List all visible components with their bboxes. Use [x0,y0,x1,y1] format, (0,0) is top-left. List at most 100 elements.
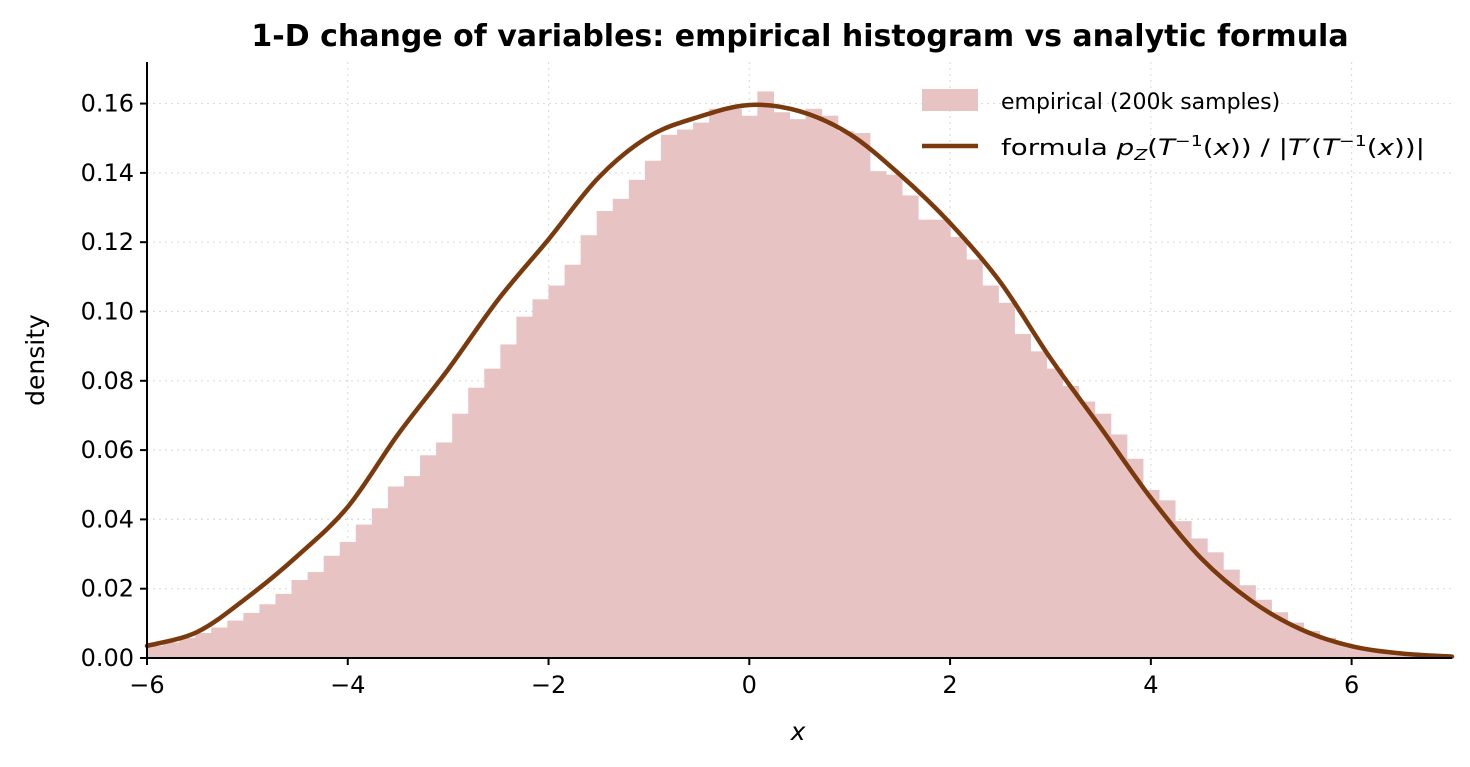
histogram-bar [1142,489,1160,658]
x-axis-ticks: −6 −4 −2 0 2 4 6 [129,658,1359,699]
histogram-bar [580,235,598,659]
histogram-bar [259,604,277,658]
histogram-bar [709,108,726,659]
x-tick-label: −4 [330,671,365,699]
histogram-bar [805,108,823,659]
histogram-bar [564,264,582,658]
histogram-bar [163,642,180,658]
histogram-bar [998,302,1015,658]
histogram-bar [741,115,758,659]
y-tick-label: 0.06 [81,436,134,464]
chart-title: 1-D change of variables: empirical histo… [251,19,1348,54]
histogram-bar [516,316,534,658]
histogram-bar [966,259,983,658]
histogram-bar [934,219,951,659]
histogram-bar [211,627,228,658]
histogram-bar [1174,521,1192,658]
histogram-bar [789,119,807,658]
histogram-bar [179,637,196,658]
histogram-bar [291,580,309,658]
histogram-bar [773,112,791,658]
histogram-bar [917,219,935,659]
formula-line [144,102,1455,659]
histogram-bar [644,160,662,659]
histogram-bar [1191,538,1208,658]
histogram-bar [468,387,485,658]
histogram-bar [628,179,646,658]
histogram-bar [1383,653,1401,658]
y-tick-label: 0.16 [81,90,134,118]
histogram-bar [1158,500,1176,658]
x-tick-label: 0 [742,671,757,699]
histogram-bar [693,122,710,659]
histogram-bar [901,195,919,658]
histogram-bar [275,593,293,658]
y-tick-label: 0.00 [81,644,134,672]
histogram-bar [660,134,678,658]
histogram-bar [195,633,212,658]
histogram-bar [1046,368,1064,658]
histogram-bars [147,91,1449,659]
histogram-bar [484,368,501,658]
x-tick-label: −6 [129,671,164,699]
histogram-bar [420,455,437,658]
histogram-bar [371,508,389,658]
histogram-bar [596,211,614,658]
y-tick-label: 0.04 [81,505,134,533]
histogram-bar [307,572,325,658]
histogram-bar [500,344,518,658]
histogram-bar [725,108,742,659]
histogram-bar [1271,612,1288,658]
histogram-bar [853,133,871,658]
y-axis-label: density [21,314,50,406]
histogram-bar [1351,647,1369,658]
histogram-bar [1399,654,1417,658]
histogram-bar [452,413,469,658]
histogram-bar [532,299,550,658]
histogram-bar [436,442,453,658]
histogram-bar [1367,650,1385,658]
histogram-bar [885,174,903,658]
histogram-bar [982,285,999,658]
x-tick-label: 4 [1143,671,1158,699]
histogram-bar [1030,351,1048,658]
histogram-bar [1014,334,1031,658]
histogram-bar [1126,458,1144,658]
y-tick-label: 0.08 [81,367,134,395]
y-tick-label: 0.14 [81,159,134,187]
histogram-bar [837,131,855,659]
histogram-bar [869,171,887,658]
histogram-bar [227,620,244,658]
y-axis-ticks: 0.00 0.02 0.04 0.06 0.08 0.10 0.12 0.14 0.16 [81,90,147,672]
histogram-bar [323,555,341,658]
histogram-bar [147,645,164,658]
histogram-bar [548,285,566,658]
histogram-bar [677,129,694,658]
x-tick-label: −2 [531,671,566,699]
y-tick-label: 0.12 [81,228,134,256]
histogram-bar [403,476,421,658]
histogram-bar [355,524,373,658]
histogram-bar [387,486,405,658]
x-axis-label: x [790,717,806,746]
histogram-bar [1078,401,1096,658]
histogram-bar [339,541,357,658]
histogram-bar [1062,385,1080,658]
x-tick-label: 2 [942,671,957,699]
histogram-bar [1094,413,1112,658]
grid [146,62,1452,658]
histogram-bar [950,236,967,658]
y-tick-label: 0.02 [81,575,134,603]
legend: empirical (200k samples) formula p Z(T −1(… [922,89,1425,164]
histogram-bar [1110,434,1128,658]
legend-swatch-histogram [922,89,978,111]
y-tick-label: 0.10 [81,297,134,325]
histogram-bar [243,612,261,658]
histogram-bar [757,91,774,658]
legend-label-formula: formula p Z(T −1(x)) / | T ′(T −1(x))| [1001,132,1425,164]
x-tick-label: 6 [1344,671,1359,699]
legend-label-histogram: empirical (200k samples) [1001,90,1280,115]
histogram-bar [612,198,630,659]
histogram-bar [1287,622,1305,658]
